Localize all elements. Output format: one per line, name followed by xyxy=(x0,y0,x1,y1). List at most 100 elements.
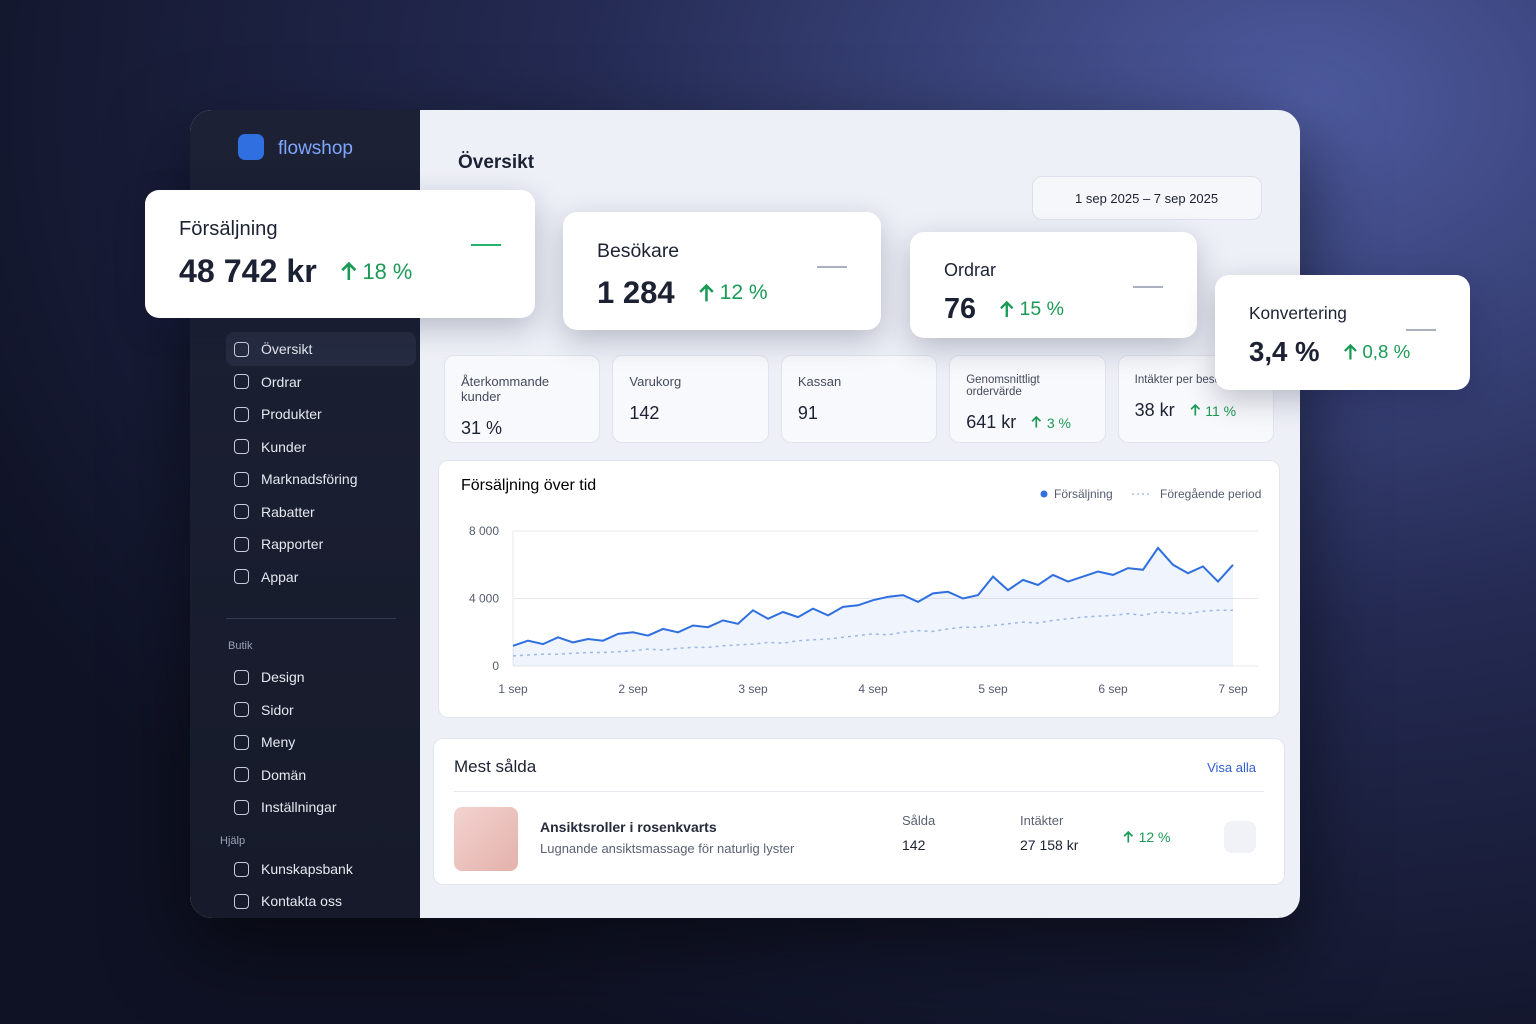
legend-label: Försäljning xyxy=(1054,487,1113,501)
kpi-icon xyxy=(1406,305,1436,331)
nav-item[interactable]: Design xyxy=(226,660,416,694)
nav-label: Rapporter xyxy=(261,536,324,552)
nav-item[interactable]: Kunskapsbank xyxy=(226,852,416,886)
kpi-row: 76 15 % xyxy=(944,293,1163,326)
up-arrow xyxy=(1000,300,1014,317)
nav-item[interactable]: Inställningar xyxy=(226,790,416,824)
nav-icon xyxy=(234,374,249,389)
nav-label: Kontakta oss xyxy=(261,893,342,909)
kpi-value: 76 xyxy=(944,293,976,325)
nav-icon xyxy=(234,799,249,815)
metric-card: Intäkter per besökare 38 kr 11 % xyxy=(1117,355,1275,443)
metric-row: 38 kr 11 % xyxy=(1135,400,1257,421)
metric-row: 31 % xyxy=(461,418,583,439)
date-picker[interactable]: 1 sep 2025 – 7 sep 2025 xyxy=(1032,176,1262,220)
nav-label: Appar xyxy=(261,568,299,585)
metric-label: Återkommande kunder xyxy=(461,374,550,404)
metric-value: 641 kr xyxy=(966,412,1017,432)
kpi-row: 48 742 kr 18 % xyxy=(179,253,501,290)
nav-item[interactable]: Meny xyxy=(226,725,416,759)
metric-row: 142 xyxy=(629,403,751,424)
chart-card: Försäljning över tid 0 4 000 8 000 1 sep 2 se… xyxy=(438,460,1280,718)
change-value: 11 % xyxy=(1205,402,1237,419)
kpi-icon xyxy=(471,220,501,246)
kpi-label: Ordrar xyxy=(944,260,997,280)
section-title: Mest sålda xyxy=(454,757,537,776)
column-label: Sålda xyxy=(902,813,936,828)
up-arrow xyxy=(1343,343,1357,360)
up-arrow xyxy=(698,283,714,301)
revenue: 27 158 kr xyxy=(1020,837,1079,853)
product-description: Lugnande ansiktsmassage för naturlig lys… xyxy=(540,841,795,856)
kpi-value: 3,4 % xyxy=(1249,336,1320,367)
divider xyxy=(454,791,1264,792)
area xyxy=(513,547,1233,666)
nav-item[interactable]: Produkter xyxy=(226,397,416,431)
product-name: Ansiktsroller i rosenkvarts xyxy=(540,819,717,835)
nav-item[interactable]: Kontakta oss xyxy=(226,884,416,918)
kpi-label: Besökare xyxy=(597,240,680,262)
metric-value: 91 xyxy=(797,403,818,423)
nav-icon xyxy=(234,669,249,685)
view-all-link[interactable]: Visa alla xyxy=(1207,760,1256,775)
y-tick-label: 4 000 xyxy=(469,592,499,606)
change-value: 15 % xyxy=(1019,298,1064,320)
nav-icon xyxy=(234,504,249,519)
nav-item[interactable]: Kunder xyxy=(226,430,416,464)
kpi-card: Konvertering 3,4 % 0,8 % xyxy=(1215,275,1470,390)
change: 15 % xyxy=(998,298,1064,321)
nav-label: Kunder xyxy=(261,438,307,455)
nav-item[interactable]: Marknadsföring xyxy=(226,462,416,496)
up-arrow xyxy=(341,261,357,280)
nav-item[interactable]: Översikt xyxy=(226,332,416,366)
kpi-label: Konvertering xyxy=(1249,303,1347,323)
nav-item[interactable]: Sidor xyxy=(226,693,416,727)
top-products: Mest sålda Visa alla Ansiktsroller i rosen… xyxy=(433,738,1285,885)
nav-label: Sidor xyxy=(261,701,294,718)
change: 3 % xyxy=(1030,415,1071,431)
metric-value: 31 % xyxy=(461,418,503,438)
brand[interactable]: flowshop xyxy=(278,138,353,159)
divider xyxy=(226,618,396,619)
metric-label: Varukorg xyxy=(629,374,682,389)
more-menu[interactable] xyxy=(1224,821,1256,853)
sold: 142 xyxy=(902,837,926,853)
chart-title: Försäljning över tid xyxy=(461,477,596,494)
kpi-card: Försäljning 48 742 kr 18 % xyxy=(145,190,535,318)
nav-item[interactable]: Ordrar xyxy=(226,365,416,399)
up-arrow xyxy=(1190,404,1200,416)
kpi-card: Ordrar 76 15 % xyxy=(910,232,1197,338)
change: 0,8 % xyxy=(1342,341,1411,363)
metric-label: Kassan xyxy=(797,374,842,389)
x-tick-label: 2 sep xyxy=(618,682,648,696)
section-heading: Butik xyxy=(228,640,253,652)
nav-icon xyxy=(234,767,249,782)
nav-item[interactable]: Rabatter xyxy=(226,495,416,529)
nav-label: Produkter xyxy=(261,406,322,422)
metric-row: 91 xyxy=(798,403,920,424)
kpi-value: 48 742 kr xyxy=(179,253,317,289)
nav-label: Ordrar xyxy=(261,373,302,390)
kpi-icon xyxy=(817,242,847,268)
nav-label: Kunskapsbank xyxy=(261,861,353,877)
metrics-row: Återkommande kunder 31 % Varukorg 142 Kassan… xyxy=(444,355,1275,443)
change-value: 0,8 % xyxy=(1362,341,1411,362)
nav-item[interactable]: Appar xyxy=(226,560,416,594)
nav-icon xyxy=(234,341,249,357)
x-tick-label: 6 sep xyxy=(1098,682,1128,696)
metric-card: Kassan 91 xyxy=(780,355,938,443)
metric-row: 641 kr 3 % xyxy=(966,412,1088,433)
line xyxy=(512,609,1233,657)
nav-item[interactable]: Rapporter xyxy=(226,527,416,561)
nav-label: Översikt xyxy=(261,341,313,357)
metric-value: 38 kr xyxy=(1134,400,1175,420)
change-cell: 12 % xyxy=(1122,829,1171,848)
nav-label: Rabatter xyxy=(261,503,315,520)
change-value: 12 % xyxy=(719,281,768,304)
nav-item[interactable]: Domän xyxy=(226,758,416,792)
x-tick-label: 1 sep xyxy=(498,682,528,696)
up-arrow xyxy=(1123,830,1134,843)
product-image xyxy=(454,807,518,871)
nav-icon xyxy=(234,439,249,454)
change: 18 % xyxy=(339,259,412,285)
